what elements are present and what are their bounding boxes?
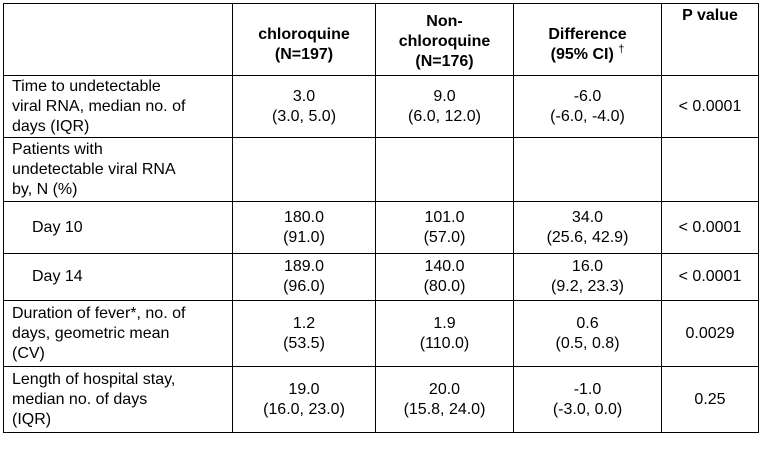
p-value-cell: < 0.0001: [661, 75, 759, 138]
p-value-cell: [661, 137, 759, 202]
non-chloroquine-cell: 1.9 (110.0): [375, 300, 514, 367]
row-label-line: median no. of days: [12, 390, 148, 408]
header-row: chloroquine (N=197) Non- chloroquine (N=…: [3, 3, 759, 76]
row-label: Day 14: [3, 253, 233, 301]
results-table: chloroquine (N=197) Non- chloroquine (N=…: [3, 3, 759, 433]
table-row: Day 10 180.0 (91.0) 101.0 (57.0) 34.0 (2…: [3, 201, 759, 254]
difference-cell: -1.0 (-3.0, 0.0): [513, 366, 662, 433]
chloroquine-cell: 1.2 (53.5): [232, 300, 376, 367]
p-value-cell: < 0.0001: [661, 201, 759, 254]
cell-range: (53.5): [283, 334, 325, 352]
row-label: Length of hospital stay, median no. of d…: [3, 366, 233, 433]
difference-cell: 34.0 (25.6, 42.9): [513, 201, 662, 254]
difference-cell: 0.6 (0.5, 0.8): [513, 300, 662, 367]
header-chloroquine-line: chloroquine: [258, 26, 350, 43]
chloroquine-cell: 180.0 (91.0): [232, 201, 376, 254]
table-row: Day 14 189.0 (96.0) 140.0 (80.0) 16.0 (9…: [3, 253, 759, 301]
row-label: Duration of fever*, no. of days, geometr…: [3, 300, 233, 367]
cell-range: (0.5, 0.8): [555, 334, 620, 352]
chloroquine-cell: 3.0 (3.0, 5.0): [232, 75, 376, 138]
cell-value: 140.0: [424, 258, 465, 275]
non-chloroquine-cell: 101.0 (57.0): [375, 201, 514, 254]
row-label-line: days, geometric mean: [12, 324, 170, 342]
cell-range: (6.0, 12.0): [408, 107, 481, 125]
non-chloroquine-cell: 9.0 (6.0, 12.0): [375, 75, 514, 138]
header-chloroquine-n: (N=197): [274, 46, 334, 63]
header-non-chloroquine: Non- chloroquine (N=176): [375, 3, 514, 76]
cell-value: 1.9: [433, 314, 456, 332]
cell-range: (25.6, 42.9): [546, 228, 629, 246]
difference-cell: [513, 137, 662, 202]
row-label-line: Day 14: [32, 268, 83, 285]
row-label-line: viral RNA, median no. of: [12, 97, 186, 115]
cell-range: (80.0): [423, 278, 466, 295]
row-label-line: (IQR): [12, 410, 52, 428]
non-chloroquine-cell: [375, 137, 514, 202]
row-label: Day 10: [3, 201, 233, 254]
row-label-line: Time to undetectable: [12, 77, 161, 95]
difference-cell: 16.0 (9.2, 23.3): [513, 253, 662, 301]
row-label: Time to undetectable viral RNA, median n…: [3, 75, 233, 138]
cell-value: 189.0: [283, 258, 325, 275]
chloroquine-cell: 19.0 (16.0, 23.0): [232, 366, 376, 433]
header-chloroquine: chloroquine (N=197): [232, 3, 376, 76]
cell-range: (16.0, 23.0): [263, 400, 345, 418]
chloroquine-cell: [232, 137, 376, 202]
cell-value: 20.0: [428, 380, 461, 398]
row-label-line: Duration of fever*, no. of: [12, 304, 186, 322]
dagger-footnote-mark: †: [618, 43, 625, 56]
cell-value: 19.0: [288, 380, 320, 398]
cell-value: 1.2: [292, 314, 316, 332]
cell-value: 101.0: [424, 208, 465, 226]
header-difference: Difference (95% CI) †: [513, 3, 662, 76]
cell-range: (-6.0, -4.0): [550, 107, 625, 125]
cell-value: 180.0: [283, 208, 325, 226]
row-label-line: Patients with: [12, 140, 103, 158]
cell-value: 0.6: [576, 314, 599, 332]
cell-value: -6.0: [573, 87, 602, 105]
cell-range: (15.8, 24.0): [403, 400, 486, 418]
cell-value: 34.0: [571, 208, 604, 226]
cell-range: (57.0): [423, 228, 466, 246]
table-row: Duration of fever*, no. of days, geometr…: [3, 300, 759, 367]
row-label-line: Length of hospital stay,: [12, 370, 176, 388]
header-difference-ci-text: (95% CI): [550, 46, 614, 63]
cell-value: 3.0: [292, 87, 316, 105]
header-non-chloroquine-line: chloroquine: [398, 33, 491, 50]
p-value-cell: 0.25: [661, 366, 759, 433]
row-label-line: by, N (%): [12, 180, 78, 198]
table-row: Length of hospital stay, median no. of d…: [3, 366, 759, 433]
row-label-line: undetectable viral RNA: [12, 160, 176, 178]
cell-range: (96.0): [283, 278, 325, 295]
header-non-chloroquine-n: (N=176): [415, 53, 474, 70]
non-chloroquine-cell: 140.0 (80.0): [375, 253, 514, 301]
header-non-chloroquine-line: Non-: [426, 13, 463, 30]
table-row: Time to undetectable viral RNA, median n…: [3, 75, 759, 138]
p-value-cell: 0.0029: [661, 300, 759, 367]
cell-value: 9.0: [433, 87, 456, 105]
cell-value: 16.0: [571, 258, 604, 275]
header-p-value: P value: [661, 3, 759, 76]
difference-cell: -6.0 (-6.0, -4.0): [513, 75, 662, 138]
row-label: Patients with undetectable viral RNA by,…: [3, 137, 233, 202]
table-row: Patients with undetectable viral RNA by,…: [3, 137, 759, 202]
row-label-line: (CV): [12, 344, 45, 362]
row-label-line: Day 10: [32, 218, 83, 236]
cell-range: (91.0): [283, 228, 325, 246]
non-chloroquine-cell: 20.0 (15.8, 24.0): [375, 366, 514, 433]
header-difference-ci: (95% CI) †: [518, 43, 657, 65]
header-difference-line: Difference: [548, 26, 627, 43]
cell-range: (-3.0, 0.0): [552, 400, 623, 418]
cell-range: (9.2, 23.3): [551, 278, 624, 295]
chloroquine-cell: 189.0 (96.0): [232, 253, 376, 301]
p-value-cell: < 0.0001: [661, 253, 759, 301]
row-label-line: days (IQR): [12, 117, 90, 135]
cell-range: (110.0): [419, 334, 470, 352]
header-empty-cell: [3, 3, 233, 76]
cell-value: -1.0: [573, 380, 602, 398]
cell-range: (3.0, 5.0): [271, 107, 337, 125]
